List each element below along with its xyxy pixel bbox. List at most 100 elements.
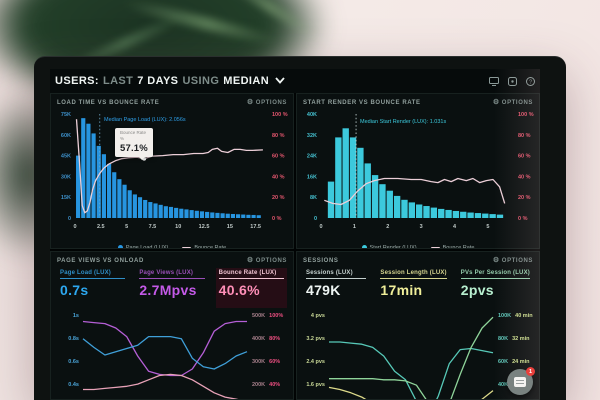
sessions-line-chart[interactable]: 4 pvs 3.2 pvs 2.4 pvs 1.6 pvs 100K 40 min 80K 3… xyxy=(303,309,536,400)
panel-sessions: SESSIONS ⚙ OPTIONS Sessions (LUX) 479K Se… xyxy=(296,251,540,400)
metrics-row: Page Load (LUX) 0.7s Page Views (LUX) 2.… xyxy=(57,268,287,308)
gear-icon: ⚙ xyxy=(246,257,254,264)
svg-text:3: 3 xyxy=(420,224,423,230)
sessions-chart[interactable]: 4 pvs 3.2 pvs 2.4 pvs 1.6 pvs 100K 40 min 80K 3… xyxy=(303,309,536,400)
svg-text:75K: 75K xyxy=(61,112,71,118)
svg-text:15K: 15K xyxy=(61,195,71,201)
svg-text:17.5: 17.5 xyxy=(250,224,261,230)
metric-label: Session Length (LUX) xyxy=(380,270,447,279)
legend-dot-icon xyxy=(361,245,367,248)
legend-item-start-render[interactable]: Start Render (LUX) xyxy=(361,245,417,248)
monitor-icon[interactable] xyxy=(489,76,499,86)
svg-text:1s: 1s xyxy=(73,313,79,319)
metric-label: Bounce Rate (LUX) xyxy=(218,270,284,279)
svg-text:20 %: 20 % xyxy=(272,195,285,201)
gear-icon: ⚙ xyxy=(246,99,254,106)
chat-bubble-icon xyxy=(514,377,526,387)
svg-text:0: 0 xyxy=(319,224,322,230)
svg-text:4: 4 xyxy=(453,224,457,230)
svg-text:0.8s: 0.8s xyxy=(68,336,79,342)
metric-value: 2.7Mpvs xyxy=(139,282,197,298)
svg-text:45K: 45K xyxy=(61,154,71,160)
svg-text:7.5: 7.5 xyxy=(149,224,157,230)
svg-text:32K: 32K xyxy=(307,133,317,139)
start-render-chart[interactable]: 0 1 2 3 4 5 40K 32K 24K 16K 8K 0 100 % 80 % 60 % 40 % 20… xyxy=(303,108,536,242)
dashboard-header: USERS: LAST 7 DAYS USING MEDIAN ? xyxy=(50,69,540,93)
users-label: USERS: xyxy=(55,75,99,87)
svg-text:60 %: 60 % xyxy=(272,154,285,160)
svg-text:100 %: 100 % xyxy=(518,112,534,118)
legend-dot-icon xyxy=(117,245,123,248)
svg-text:60K: 60K xyxy=(61,133,71,139)
legend: Start Render (LUX) Bounce Rate xyxy=(303,242,533,248)
svg-text:80 %: 80 % xyxy=(272,133,285,139)
svg-text:40 %: 40 % xyxy=(518,174,531,180)
svg-text:80 %: 80 % xyxy=(518,133,531,139)
svg-text:8K: 8K xyxy=(310,195,317,201)
metric-sessions: Sessions (LUX) 479K xyxy=(303,268,369,308)
svg-text:0.4s: 0.4s xyxy=(68,382,79,388)
apps-icon[interactable] xyxy=(507,76,517,86)
tooltip-value: 57.1% xyxy=(120,142,148,154)
bounce-rate-tooltip: Bounce Rate % 57.1% xyxy=(115,128,153,160)
median-annotation: Median Start Render (LUX): 1.031s xyxy=(360,119,447,125)
metric-bounce-rate: Bounce Rate (LUX) 40.6% xyxy=(215,268,287,308)
last-label: LAST xyxy=(102,75,134,87)
chat-button[interactable]: 1 xyxy=(507,367,535,395)
svg-text:2.5: 2.5 xyxy=(97,224,105,230)
gear-icon: ⚙ xyxy=(492,99,500,106)
legend-line-icon xyxy=(430,246,440,248)
load-time-histogram[interactable]: 0 2.5 5 7.5 10 12.5 15 17.5 75K 60K 45K 30K 15K 0 100 … xyxy=(57,108,290,242)
aggregation-label: MEDIAN xyxy=(223,75,270,87)
svg-text:0 %: 0 % xyxy=(272,216,282,222)
metric-page-views: Page Views (LUX) 2.7Mpvs xyxy=(136,268,207,308)
using-label: USING xyxy=(182,75,220,87)
options-button[interactable]: ⚙ OPTIONS xyxy=(492,257,533,264)
panel-grid: LOAD TIME VS BOUNCE RATE ⚙ OPTIONS 0 2.5 5 7… xyxy=(50,93,540,400)
page-views-chart[interactable]: 1s 0.8s 0.6s 0.4s 500K 100% 400K 80% 300K 60% 200K… xyxy=(57,309,290,400)
start-render-histogram[interactable]: 0 1 2 3 4 5 40K 32K 24K 16K 8K 0 100 % 80 % 60 % 40 % 20… xyxy=(303,108,536,242)
load-time-chart[interactable]: 0 2.5 5 7.5 10 12.5 15 17.5 75K 60K 45K 30K 15K 0 100 … xyxy=(57,108,290,242)
legend-item-page-load[interactable]: Page Load (LUX) xyxy=(117,245,168,248)
tooltip-unit: % xyxy=(120,135,125,141)
help-icon[interactable]: ? xyxy=(525,76,535,86)
svg-text:24K: 24K xyxy=(307,154,317,160)
svg-text:1: 1 xyxy=(353,224,356,230)
metric-page-load: Page Load (LUX) 0.7s xyxy=(57,268,128,308)
metric-value: 40.6% xyxy=(218,282,260,298)
svg-text:100 %: 100 % xyxy=(272,112,288,118)
svg-text:1.6 pvs: 1.6 pvs xyxy=(306,382,325,388)
legend-item-bounce-rate[interactable]: Bounce Rate xyxy=(430,245,474,248)
svg-text:?: ? xyxy=(528,79,531,85)
svg-text:0 %: 0 % xyxy=(518,216,528,222)
median-annotation: Median Page Load (LUX): 2.056s xyxy=(104,117,186,123)
svg-text:5: 5 xyxy=(486,224,489,230)
metric-label: Page Views (LUX) xyxy=(139,270,205,279)
panel-title: START RENDER VS BOUNCE RATE xyxy=(303,99,421,106)
svg-text:16K: 16K xyxy=(307,174,317,180)
date-range-dropdown[interactable]: USERS: LAST 7 DAYS USING MEDIAN xyxy=(55,75,285,87)
metrics-row: Sessions (LUX) 479K Session Length (LUX)… xyxy=(303,268,533,308)
options-button[interactable]: ⚙ OPTIONS xyxy=(246,257,287,264)
page-views-line-chart[interactable]: 1s 0.8s 0.6s 0.4s 500K 100% 400K 80% 300K 60% 200K… xyxy=(57,309,290,400)
metric-value: 2pvs xyxy=(460,282,494,298)
svg-text:0.6s: 0.6s xyxy=(68,359,79,365)
metric-session-length: Session Length (LUX) 17min xyxy=(377,268,449,308)
gear-icon: ⚙ xyxy=(492,257,500,264)
panel-title: SESSIONS xyxy=(303,257,339,264)
svg-text:5: 5 xyxy=(125,224,128,230)
metric-pvs-per-session: PVs Per Session (LUX) 2pvs xyxy=(458,268,533,308)
svg-text:2: 2 xyxy=(386,224,389,230)
panel-title: LOAD TIME VS BOUNCE RATE xyxy=(57,99,160,106)
days-label: 7 DAYS xyxy=(137,75,179,87)
svg-text:3.2 pvs: 3.2 pvs xyxy=(306,336,325,342)
svg-text:0: 0 xyxy=(73,224,76,230)
panel-start-render: START RENDER VS BOUNCE RATE ⚙ OPTIONS 0 1 2… xyxy=(296,93,540,249)
options-button[interactable]: ⚙ OPTIONS xyxy=(246,99,287,106)
metric-label: PVs Per Session (LUX) xyxy=(460,270,530,279)
legend-item-bounce-rate[interactable]: Bounce Rate xyxy=(182,245,226,248)
metric-label: Sessions (LUX) xyxy=(306,270,367,279)
options-button[interactable]: ⚙ OPTIONS xyxy=(492,99,533,106)
